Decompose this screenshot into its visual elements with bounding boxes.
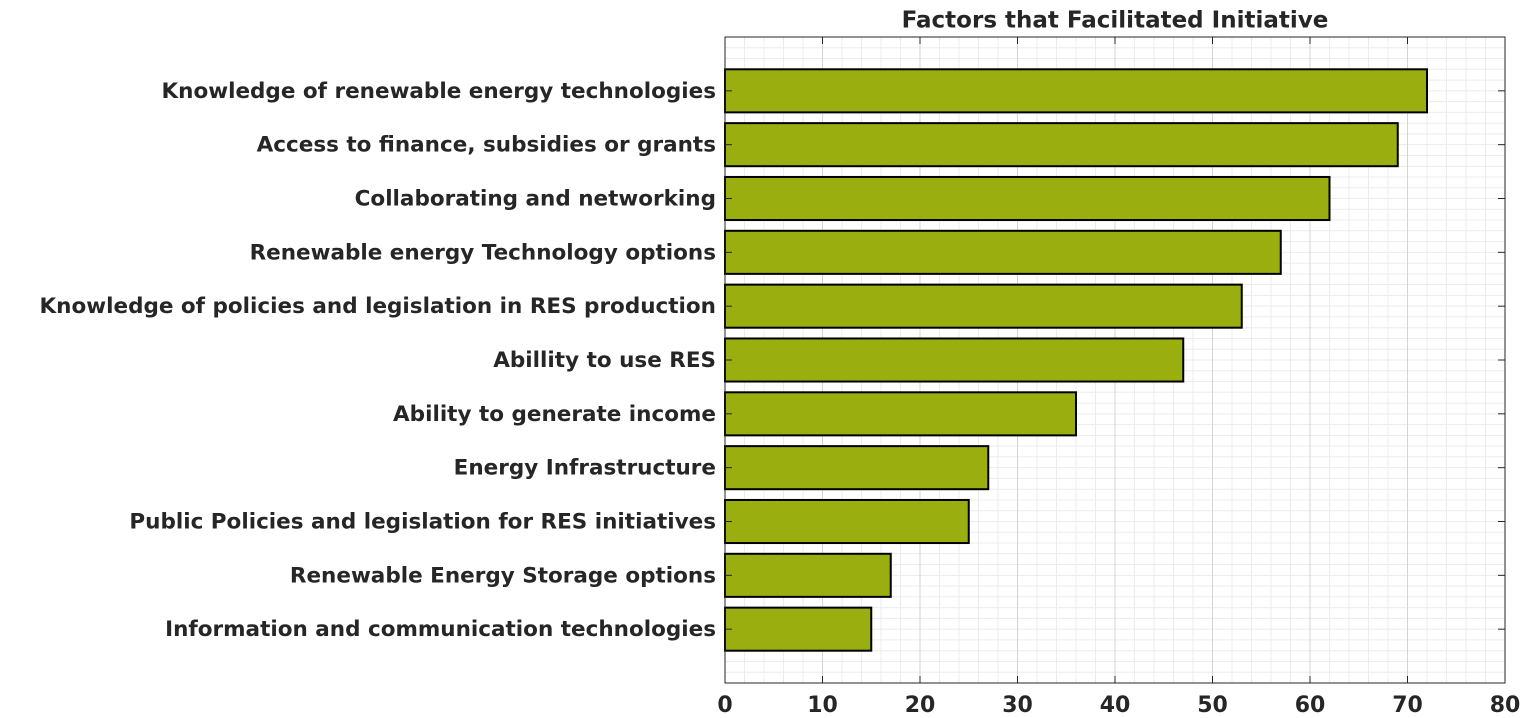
y-tick-label: Renewable Energy Storage options xyxy=(290,563,716,588)
bar xyxy=(724,445,990,491)
bar xyxy=(724,552,892,598)
bar xyxy=(724,283,1243,329)
x-tick-label: 0 xyxy=(717,693,732,718)
y-tick-label: Public Policies and legislation for RES … xyxy=(129,510,716,535)
x-tick-label: 20 xyxy=(905,693,936,718)
bar xyxy=(724,122,1399,168)
x-tick-label: 10 xyxy=(807,693,838,718)
y-tick-label: Access to finance, subsidies or grants xyxy=(257,133,716,158)
x-tick-label: 30 xyxy=(1002,693,1033,718)
y-tick-label: Knowledge of policies and legislation in… xyxy=(40,294,716,319)
x-tick-label: 50 xyxy=(1197,693,1228,718)
x-tick-label: 60 xyxy=(1295,693,1326,718)
y-tick-label: Abillity to use RES xyxy=(493,348,716,373)
x-tick-label: 40 xyxy=(1100,693,1131,718)
bar xyxy=(724,68,1428,114)
y-tick-label: Knowledge of renewable energy technologi… xyxy=(161,79,716,104)
bar xyxy=(724,175,1331,222)
x-tick-label: 70 xyxy=(1392,693,1423,718)
bar xyxy=(724,337,1185,383)
bar xyxy=(724,606,873,652)
y-tick-label: Ability to generate income xyxy=(393,402,716,427)
bars xyxy=(724,68,1428,652)
x-tick-label: 80 xyxy=(1490,693,1521,718)
y-tick-label: Collaborating and networking xyxy=(355,187,716,212)
bar xyxy=(724,229,1282,275)
y-tick-label: Energy Infrastructure xyxy=(454,456,716,481)
y-tick-label: Information and communication technologi… xyxy=(165,617,716,642)
y-tick-label: Renewable energy Technology options xyxy=(250,240,716,265)
bar xyxy=(724,498,970,545)
bar xyxy=(724,391,1077,437)
chart-title: Factors that Facilitated Initiative xyxy=(902,8,1329,34)
